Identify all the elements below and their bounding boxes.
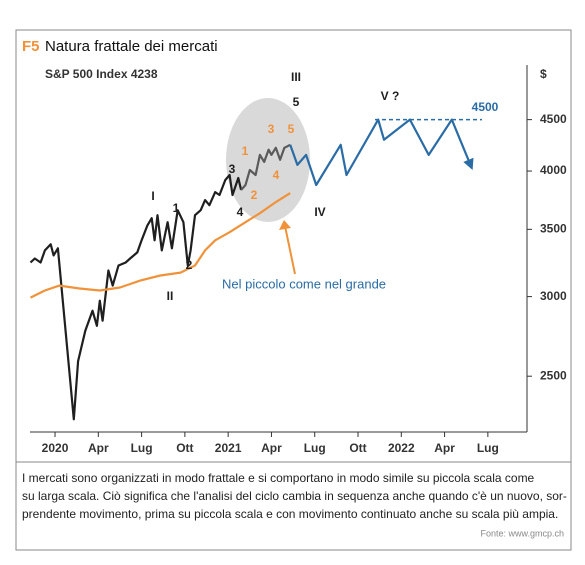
caption: I mercati sono organizzati in modo fratt… bbox=[22, 471, 535, 485]
annotation: 5 bbox=[293, 95, 300, 109]
pointer-arrow bbox=[284, 225, 296, 275]
series-line bbox=[289, 118, 474, 187]
annotation: 3 bbox=[229, 162, 236, 176]
chart-title: Natura frattale dei mercati bbox=[45, 38, 218, 55]
annotation: 2 bbox=[251, 188, 258, 202]
annotation: III bbox=[291, 70, 301, 84]
annotation: 3 bbox=[268, 122, 275, 136]
annotation: 5 bbox=[288, 122, 295, 136]
y-tick-label: 3000 bbox=[540, 289, 567, 303]
y-tick-label: 3500 bbox=[540, 222, 567, 236]
series-line bbox=[30, 192, 291, 299]
reference-label: 4500 bbox=[472, 100, 499, 114]
annotation: 4 bbox=[273, 168, 280, 182]
y-tick-label: 4500 bbox=[540, 112, 567, 126]
x-tick-label: Ott bbox=[176, 441, 193, 455]
series-line bbox=[29, 173, 243, 421]
y-tick-label: 2500 bbox=[540, 368, 567, 382]
y-axis-label: $ bbox=[540, 67, 547, 81]
x-tick-label: Lug bbox=[131, 441, 153, 455]
annotation: Nel piccolo come nel grande bbox=[222, 276, 386, 291]
x-tick-label: Apr bbox=[261, 441, 282, 455]
annotation: IV bbox=[314, 205, 325, 219]
caption: su larga scala. Ciò significa che l'anal… bbox=[22, 489, 567, 503]
annotation: V ? bbox=[381, 89, 400, 103]
series-line bbox=[240, 143, 291, 191]
caption: prendente movimento, prima su piccola sc… bbox=[22, 507, 558, 521]
x-tick-label: 2020 bbox=[42, 441, 69, 455]
annotation: 1 bbox=[242, 144, 249, 158]
x-tick-label: 2022 bbox=[388, 441, 415, 455]
x-tick-label: Ott bbox=[349, 441, 366, 455]
source: Fonte: www.gmcp.ch bbox=[480, 528, 564, 538]
y-tick-label: 4000 bbox=[540, 163, 567, 177]
annotation: II bbox=[167, 289, 174, 303]
x-tick-label: Lug bbox=[477, 441, 499, 455]
subtitle: S&P 500 Index 4238 bbox=[45, 67, 158, 81]
annotation: 1 bbox=[173, 201, 180, 215]
annotation: I bbox=[151, 189, 154, 203]
highlight-circle bbox=[226, 98, 310, 222]
x-tick-label: Apr bbox=[88, 441, 109, 455]
frame bbox=[15, 29, 572, 551]
annotation: 4 bbox=[237, 205, 244, 219]
title-tag: F5 bbox=[22, 38, 40, 55]
x-tick-label: Apr bbox=[434, 441, 455, 455]
x-tick-label: 2021 bbox=[215, 441, 242, 455]
annotation: 2 bbox=[186, 258, 193, 272]
x-tick-label: Lug bbox=[304, 441, 326, 455]
pointer-arrowhead bbox=[279, 220, 291, 230]
